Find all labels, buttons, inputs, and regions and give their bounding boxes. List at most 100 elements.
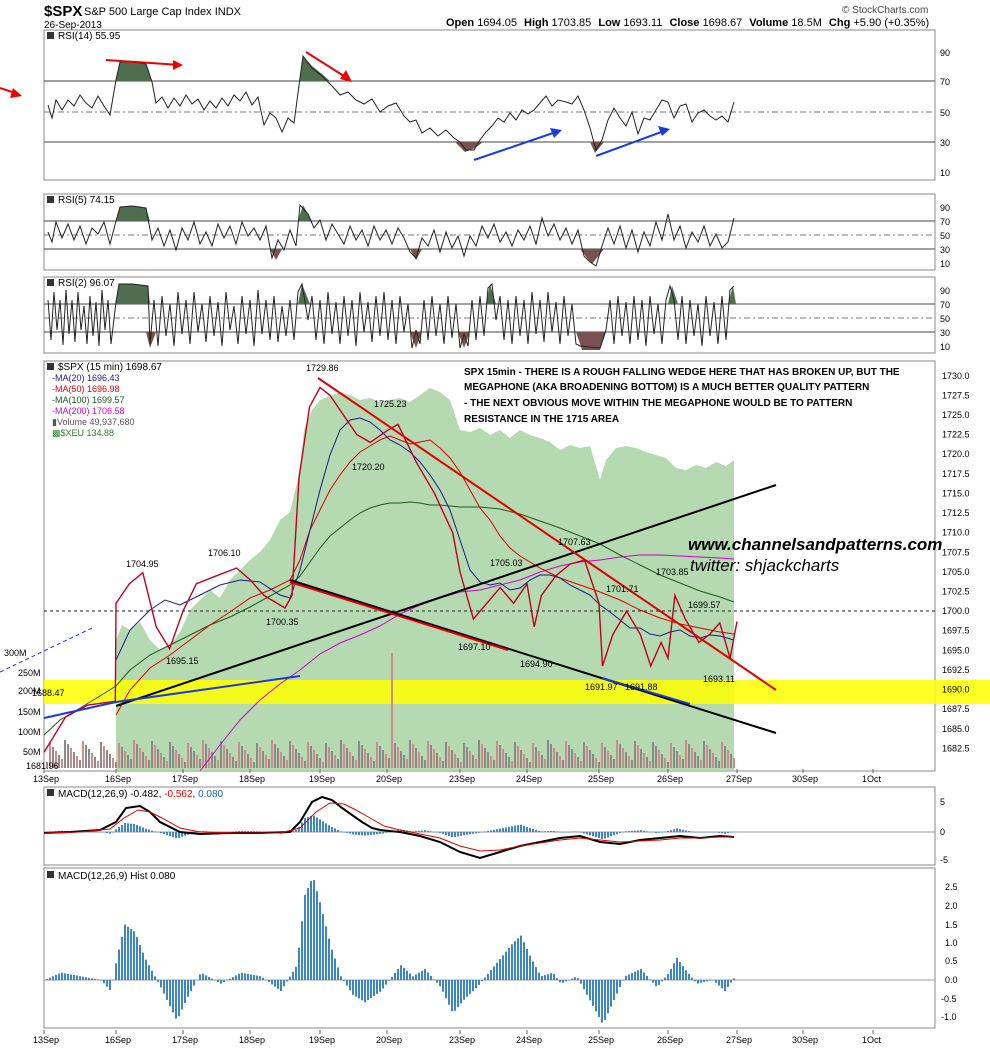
macd-hist-bar (124, 823, 126, 832)
macd-hist-bar (448, 832, 450, 836)
rsi14-tick: 30 (940, 138, 950, 148)
price-label: 1706.10 (208, 548, 241, 558)
volume-bar (697, 756, 699, 768)
macd-hist-bar (295, 829, 297, 832)
macd-hist-bar (100, 832, 102, 833)
hist-bar (724, 980, 726, 992)
macd-hist-bar (490, 830, 492, 832)
volume-bar (223, 745, 225, 768)
macd-label: MACD(12,26,9) -0.482, -0.562, 0.080 (58, 789, 224, 800)
macd-hist-bar (130, 823, 132, 832)
x-tick-label: 30Sep (792, 1035, 818, 1045)
hist-bar (709, 980, 711, 981)
hist-bar (253, 975, 255, 980)
price-tick: 1700.0 (942, 606, 970, 616)
macd-hist-bar (556, 831, 558, 833)
macd-hist-bar (235, 831, 237, 832)
volume-bar (469, 751, 471, 768)
volume-bar (166, 761, 168, 768)
volume-bar (442, 761, 444, 768)
macd-hist-bar (721, 832, 723, 834)
macd-hist-bar (481, 832, 483, 833)
volume-bar (103, 746, 105, 768)
volume-bar (535, 747, 537, 768)
hist-bar (499, 959, 501, 980)
rsi5-frame (43, 193, 936, 271)
volume-bar (133, 740, 135, 768)
rsi2-ticks: 90 70 50 30 10 (940, 286, 950, 352)
rsi14-label: RSI(14) 55.95 (58, 31, 121, 42)
hist-bar (613, 980, 615, 1001)
rsi5-tick: 10 (940, 259, 950, 269)
macd-hist-bar (361, 832, 363, 836)
volume-bar (208, 748, 210, 768)
volume-bar (214, 756, 216, 768)
chart-annotation: SPX 15min - THERE IS A ROUGH FALLING WED… (464, 367, 900, 425)
x-tick-label: 20Sep (376, 1035, 402, 1045)
macd-hist-bar (691, 831, 693, 833)
volume-tick: 200M (18, 686, 41, 696)
macd-hist-bar (577, 831, 579, 833)
macd-hist-bar (238, 830, 240, 832)
volume-bar (298, 753, 300, 768)
macd-hist-bar (247, 831, 249, 832)
macd-hist-bar (613, 832, 615, 836)
volume-bar (193, 751, 195, 768)
price-tick: 1707.5 (942, 547, 970, 557)
price-label: 1720.20 (352, 462, 385, 472)
hist-bar (196, 980, 198, 981)
volume-bar (646, 757, 648, 768)
macd-hist-bar (733, 831, 735, 833)
macd-hist-bar (571, 831, 573, 833)
volume-bar (202, 740, 204, 768)
x-tick-label: 18Sep (239, 1035, 265, 1045)
support-band (44, 680, 990, 704)
hist-bar (46, 979, 48, 980)
volume-bar (457, 758, 459, 768)
hist-bar (484, 977, 486, 980)
volume-bar (328, 747, 330, 768)
volume-bar (184, 762, 186, 768)
volume-bar (496, 741, 498, 768)
hist-bar (646, 975, 648, 980)
hist-bar (718, 980, 720, 986)
legend-item: -MA(100) 1699.57 (52, 395, 125, 405)
legend-item: ▩$XEU 134.88 (52, 428, 114, 438)
volume-tick: 150M (18, 707, 41, 717)
hist-bar (439, 980, 441, 987)
volume-bar (454, 754, 456, 768)
volume-bar (682, 759, 684, 768)
hist-bar (223, 980, 225, 983)
hist-bar (721, 980, 723, 989)
megaphone-lower-line (289, 579, 777, 734)
hist-bar (586, 980, 588, 995)
macd-hist-bar (451, 832, 453, 838)
volume-bar (382, 750, 384, 768)
hist-bar (463, 980, 465, 1000)
volume-bar (97, 761, 99, 768)
price-label: 1688.47 (32, 688, 65, 698)
volume-bar (343, 744, 345, 768)
price-tick: 1690.0 (942, 685, 970, 695)
hist-bar (340, 976, 342, 980)
volume-bar (571, 749, 573, 768)
hist-bar (73, 975, 75, 980)
macd-hist-bar (154, 831, 156, 832)
hist-bar (70, 974, 72, 980)
volume-bars (46, 653, 735, 768)
annotation-line: RESISTANCE IN THE 1715 AREA (464, 414, 619, 425)
price-tick: 1730.0 (942, 371, 970, 381)
volume-tick: 100M (18, 727, 41, 737)
volume-bar (676, 751, 678, 768)
volume-bar (175, 750, 177, 768)
volume-bar (322, 762, 324, 768)
volume-bar (157, 749, 159, 768)
macd-value-1: -0.482 (130, 789, 159, 800)
macd-hist-bar (388, 832, 390, 833)
hist-bar (511, 944, 513, 980)
macd-hist-bar (112, 832, 114, 833)
macd-hist-bar (418, 830, 420, 832)
hist-bar (664, 977, 666, 980)
volume-bar (295, 749, 297, 768)
hist-bar (175, 980, 177, 1019)
